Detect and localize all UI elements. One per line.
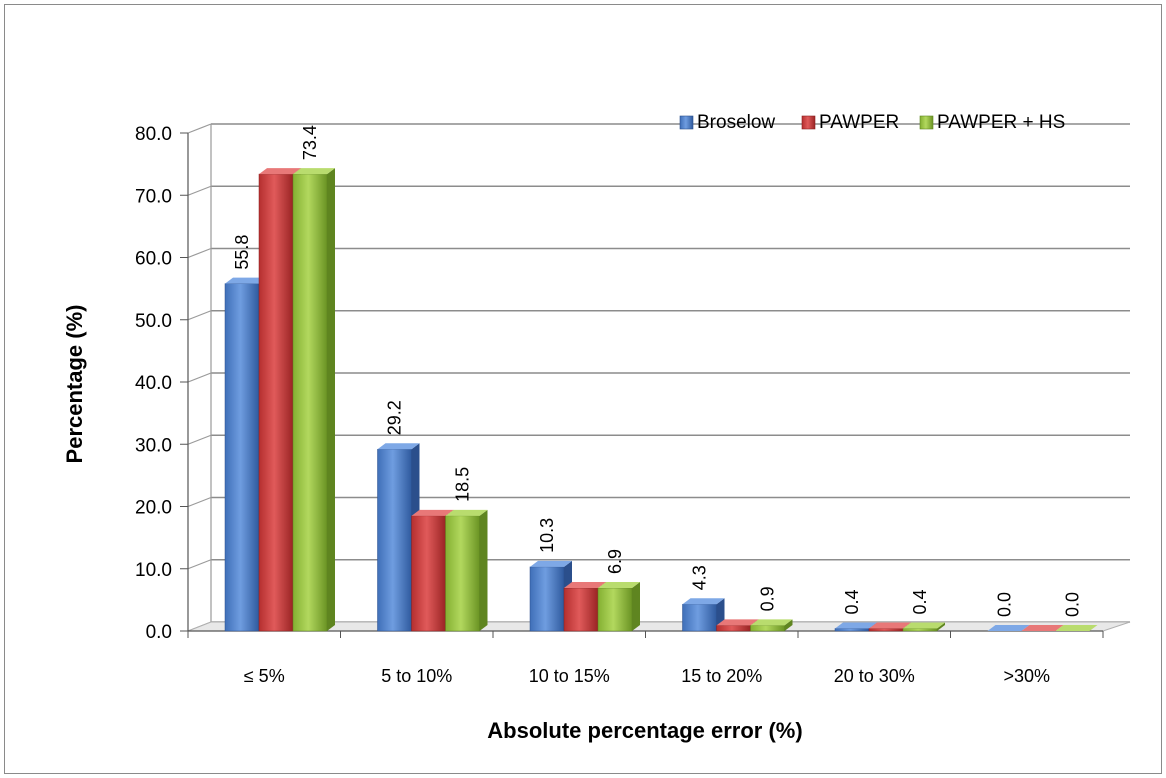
bar-pawper-hs: [902, 628, 938, 632]
legend: Broselow PAWPER PAWPER + HS: [679, 112, 1065, 133]
bar-top: [564, 582, 606, 589]
bar-top: [259, 168, 301, 175]
bar-top: [987, 625, 1030, 631]
bar-side: [784, 619, 793, 631]
data-label: 29.2: [385, 400, 405, 435]
bar-top: [682, 598, 725, 605]
legend-label: PAWPER + HS: [937, 112, 1065, 133]
data-label: 6.9: [605, 549, 625, 574]
y-axis-title: Percentage (%): [62, 305, 87, 464]
bar-pawper: [258, 173, 294, 632]
bar-top: [225, 277, 267, 284]
bar-broselow: [834, 628, 870, 632]
bar-pawper: [716, 625, 751, 632]
x-tick-label: 15 to 20%: [681, 666, 762, 686]
bar-top: [835, 622, 877, 629]
data-label: 0.0: [995, 592, 1015, 617]
data-label: 55.8: [232, 235, 252, 270]
y-tick-label: 0.0: [146, 622, 172, 643]
bar-top: [598, 582, 640, 589]
y-tick-label: 10.0: [135, 560, 172, 581]
axes: 0.0 10.0 20.0 30.0 40.0 50.0 60.0 70.0 80.0 ≤ 5% 5…: [135, 124, 1104, 686]
y-tick-label: 60.0: [135, 249, 172, 270]
bar-side: [327, 168, 335, 631]
data-label: 4.3: [690, 565, 710, 590]
bar-pawper: [411, 515, 446, 632]
x-tick-label: 10 to 15%: [529, 666, 610, 686]
x-tick-label: >30%: [1003, 666, 1050, 686]
side-gridline: [187, 434, 212, 445]
side-gridline: [187, 185, 212, 196]
legend-swatch: [919, 115, 934, 130]
bar-broselow: [377, 448, 412, 632]
bar-top: [716, 619, 759, 626]
bar-top: [1021, 625, 1064, 631]
side-gridline: [187, 372, 212, 383]
legend-label: Broselow: [697, 112, 775, 133]
bar-broselow: [682, 603, 717, 632]
y-tick-label: 20.0: [135, 498, 172, 519]
bar-broselow: [529, 566, 565, 632]
bars: [224, 168, 1098, 632]
bar-pawper: [563, 587, 599, 632]
bar-top: [1055, 625, 1098, 631]
legend-swatch: [679, 115, 694, 130]
bar-top: [293, 168, 335, 175]
x-tick-label: ≤ 5%: [244, 666, 285, 686]
side-gridline: [187, 123, 212, 134]
bar-top: [530, 560, 572, 567]
bar-top: [750, 619, 793, 626]
side-gridline: [187, 496, 212, 508]
data-label: 18.5: [453, 467, 473, 502]
chart-frame: [4, 4, 1162, 774]
y-tick-label: 70.0: [135, 186, 172, 207]
side-gridline: [187, 247, 212, 259]
bar-broselow: [224, 283, 260, 632]
bar-pawper-hs: [597, 587, 633, 632]
data-label: 73.4: [300, 125, 320, 160]
data-labels: 55.8 73.4 29.2 18.5 10.3 6.9 4.3 0.9 0.4 0.4 0.0 0.…: [232, 125, 1083, 617]
bar-pawper-hs: [750, 625, 785, 632]
y-tick-label: 40.0: [135, 373, 172, 394]
data-label: 0.0: [1063, 592, 1083, 617]
side-gridline: [187, 559, 212, 570]
data-label: 0.9: [758, 586, 778, 611]
x-tick-label: 20 to 30%: [834, 666, 915, 686]
bar-top: [445, 509, 488, 516]
bar-top: [377, 443, 420, 450]
x-axis-title: Absolute percentage error (%): [487, 718, 802, 743]
side-gridline: [187, 310, 212, 321]
bar-top: [411, 509, 454, 516]
data-label: 0.4: [842, 589, 862, 614]
bar-side: [632, 582, 640, 631]
x-tick-label: 5 to 10%: [381, 666, 452, 686]
bar-pawper-hs: [292, 173, 328, 632]
bar-top: [869, 622, 911, 629]
bar-side: [479, 509, 488, 631]
bar-pawper: [868, 628, 904, 632]
data-label: 0.4: [910, 589, 930, 614]
bar-side: [937, 622, 945, 631]
legend-label: PAWPER: [819, 112, 899, 133]
data-label: 10.3: [537, 518, 557, 553]
y-tick-label: 50.0: [135, 311, 172, 332]
bar-top: [903, 622, 945, 629]
y-tick-label: 80.0: [135, 124, 172, 145]
y-tick-label: 30.0: [135, 435, 172, 456]
bar-pawper-hs: [445, 515, 480, 632]
legend-swatch: [801, 115, 816, 130]
